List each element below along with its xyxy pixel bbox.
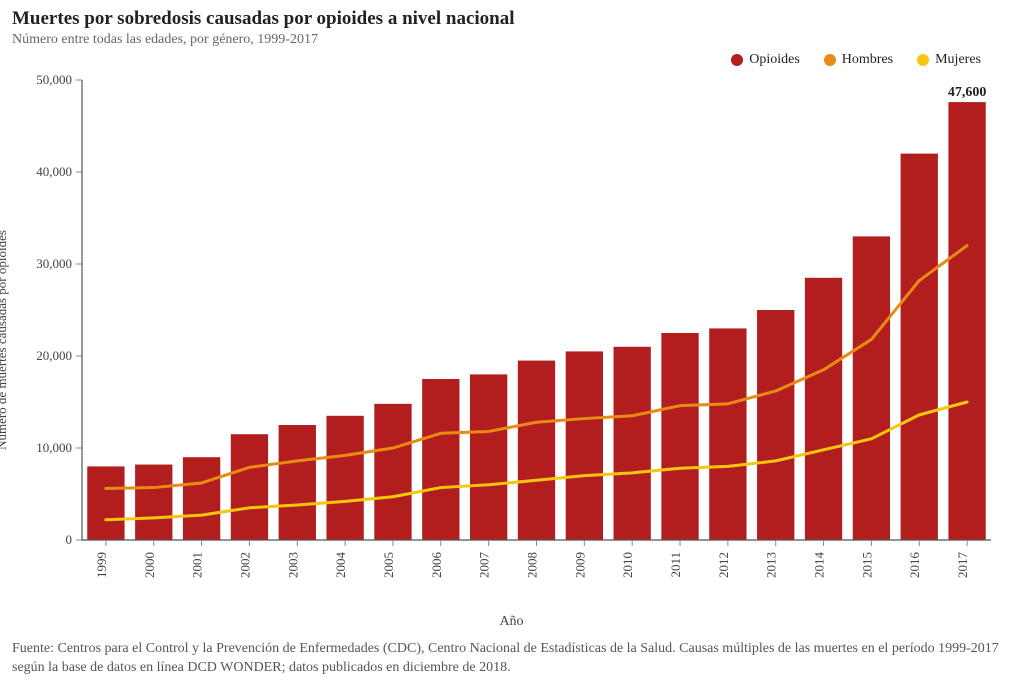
bar bbox=[757, 310, 794, 540]
svg-text:2014: 2014 bbox=[812, 552, 827, 579]
bar bbox=[326, 416, 363, 540]
bar bbox=[135, 465, 172, 540]
svg-text:2013: 2013 bbox=[764, 552, 779, 578]
bar bbox=[422, 379, 459, 540]
bar bbox=[470, 375, 507, 541]
svg-text:2006: 2006 bbox=[429, 552, 444, 579]
svg-text:50,000: 50,000 bbox=[36, 72, 72, 87]
legend: Opioides Hombres Mujeres bbox=[12, 52, 1011, 68]
svg-text:2004: 2004 bbox=[333, 552, 348, 579]
svg-text:2012: 2012 bbox=[716, 552, 731, 578]
bar bbox=[279, 425, 316, 540]
svg-text:2015: 2015 bbox=[859, 552, 874, 578]
chart-title: Muertes por sobredosis causadas por opio… bbox=[12, 8, 1011, 30]
svg-text:2002: 2002 bbox=[237, 552, 252, 578]
bar bbox=[518, 361, 555, 540]
legend-label: Hombres bbox=[842, 52, 893, 67]
bar bbox=[231, 434, 268, 540]
bar bbox=[87, 467, 124, 541]
svg-text:20,000: 20,000 bbox=[36, 348, 72, 363]
svg-text:2016: 2016 bbox=[907, 552, 922, 579]
svg-text:40,000: 40,000 bbox=[36, 164, 72, 179]
y-axis-label: Número de muertes causadas por opioides bbox=[0, 230, 10, 450]
svg-text:2003: 2003 bbox=[285, 552, 300, 578]
svg-text:2008: 2008 bbox=[525, 552, 540, 578]
chart-area: Número de muertes causadas por opioides … bbox=[12, 70, 1011, 610]
svg-text:2001: 2001 bbox=[190, 552, 205, 578]
svg-text:0: 0 bbox=[66, 532, 73, 547]
legend-item: Opioides bbox=[731, 52, 800, 68]
x-axis-label: Año bbox=[12, 614, 1011, 630]
bar bbox=[566, 352, 603, 541]
svg-text:2010: 2010 bbox=[620, 552, 635, 578]
svg-text:2005: 2005 bbox=[381, 552, 396, 578]
bar bbox=[853, 237, 890, 541]
svg-text:1999: 1999 bbox=[94, 552, 109, 578]
bar bbox=[183, 457, 220, 540]
svg-text:2011: 2011 bbox=[668, 552, 683, 578]
chart-svg: 0 10,000 20,000 30,000 40,000 50,000 1999 2000 2… bbox=[12, 70, 1011, 610]
bar bbox=[805, 278, 842, 540]
bar bbox=[948, 102, 985, 540]
legend-dot-icon bbox=[917, 54, 929, 66]
legend-dot-icon bbox=[731, 54, 743, 66]
bar bbox=[614, 347, 651, 540]
bar bbox=[901, 154, 938, 540]
chart-container: Muertes por sobredosis causadas por opio… bbox=[0, 0, 1023, 688]
svg-text:30,000: 30,000 bbox=[36, 256, 72, 271]
bar bbox=[661, 333, 698, 540]
legend-label: Opioides bbox=[749, 52, 800, 67]
svg-text:2007: 2007 bbox=[477, 552, 492, 579]
svg-text:2009: 2009 bbox=[572, 552, 587, 578]
legend-item: Mujeres bbox=[917, 52, 981, 68]
legend-dot-icon bbox=[824, 54, 836, 66]
bar bbox=[374, 404, 411, 540]
svg-text:2017: 2017 bbox=[955, 552, 970, 579]
svg-text:2000: 2000 bbox=[142, 552, 157, 578]
svg-text:10,000: 10,000 bbox=[36, 440, 72, 455]
legend-label: Mujeres bbox=[935, 52, 981, 67]
source-note: Fuente: Centros para el Control y la Pre… bbox=[12, 640, 1011, 678]
callout-label: 47,600 bbox=[948, 85, 987, 100]
bar bbox=[709, 329, 746, 541]
chart-subtitle: Número entre todas las edades, por géner… bbox=[12, 32, 1011, 48]
legend-item: Hombres bbox=[824, 52, 893, 68]
